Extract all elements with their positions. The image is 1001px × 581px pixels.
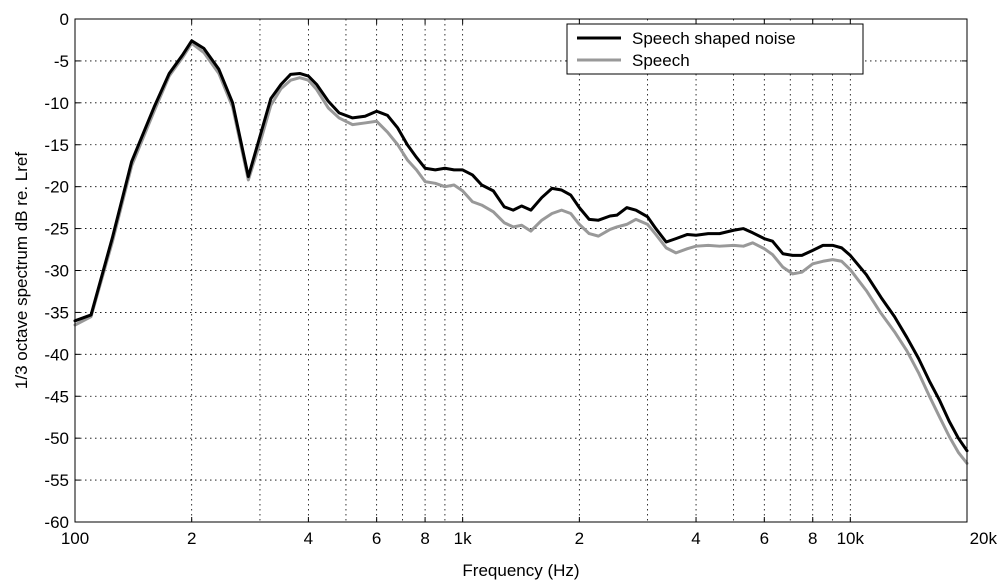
y-tick-label: -40: [44, 345, 69, 364]
series-line-speech-shaped-noise: [73, 39, 969, 453]
x-tick-label: 6: [760, 529, 769, 548]
y-tick-label: -55: [44, 471, 69, 490]
y-tick-label: -50: [44, 429, 69, 448]
x-tick-label: 1k: [454, 529, 472, 548]
y-tick-label: -35: [44, 303, 69, 322]
x-tick-label: 100: [61, 529, 89, 548]
x-tick-label: 2: [575, 529, 584, 548]
y-tick-label: 0: [60, 10, 69, 29]
y-tick-label: -45: [44, 387, 69, 406]
legend: Speech shaped noise Speech: [566, 23, 864, 75]
y-tick-label: -25: [44, 220, 69, 239]
x-tick-label: 6: [372, 529, 381, 548]
x-tick-label: 2: [187, 529, 196, 548]
legend-box: [566, 23, 864, 75]
grid-lines: [75, 19, 967, 522]
series-line-speech: [73, 41, 969, 465]
y-tick-label: -60: [44, 513, 69, 532]
x-tick-label: 8: [420, 529, 429, 548]
y-tick-label: -20: [44, 178, 69, 197]
x-axis-label: Frequency (Hz): [462, 561, 579, 580]
y-axis-label: 1/3 octave spectrum dB re. Lref: [12, 152, 31, 389]
x-tick-label: 10k: [837, 529, 865, 548]
y-tick-label: -5: [54, 52, 69, 71]
y-tick-label: -30: [44, 262, 69, 281]
series-layer: [73, 39, 969, 465]
y-tick-label: -10: [44, 94, 69, 113]
legend-label-speech: Speech: [632, 51, 690, 70]
legend-label-speech-shaped-noise: Speech shaped noise: [632, 29, 796, 48]
x-tick-label: 20k: [970, 529, 998, 548]
x-tick-label: 8: [808, 529, 817, 548]
x-tick-label: 4: [691, 529, 700, 548]
x-tick-label: 4: [304, 529, 313, 548]
y-tick-label: -15: [44, 136, 69, 155]
